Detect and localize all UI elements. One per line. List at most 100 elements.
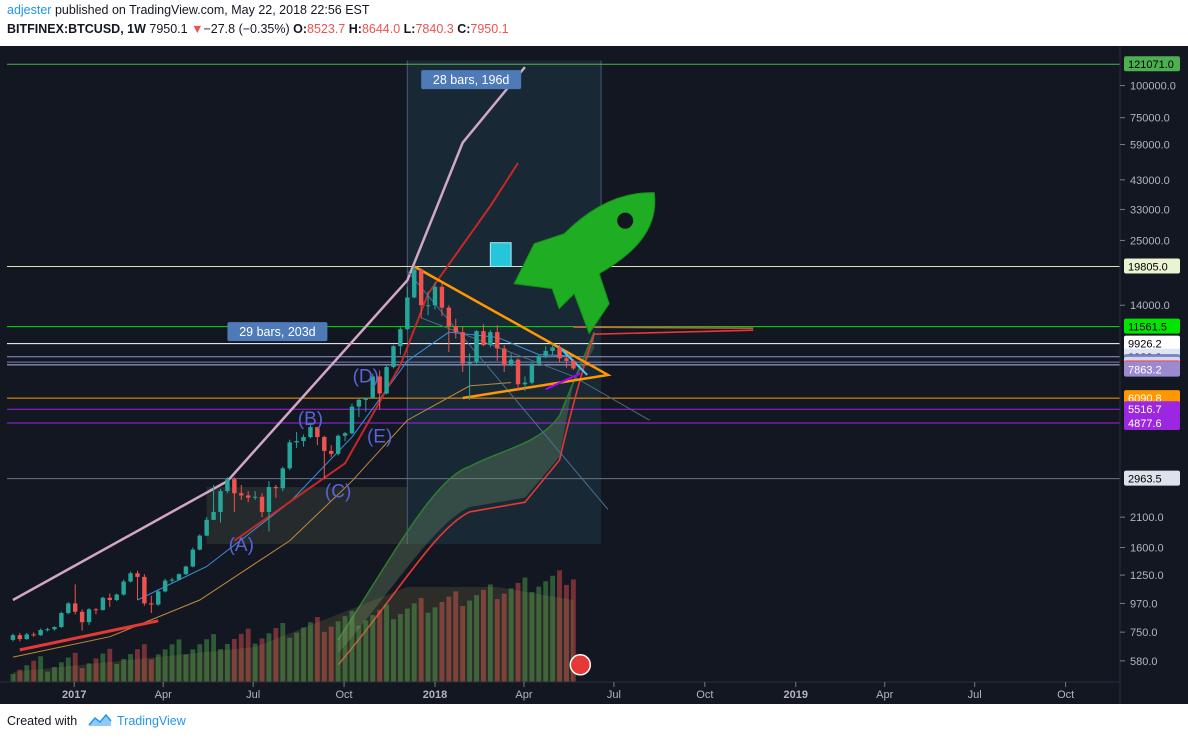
candle-body [114,594,119,601]
volume-bar [425,612,431,682]
volume-bar [79,668,85,682]
candle-body [564,358,569,361]
volume-bar [287,637,293,682]
y-tick-label: 100000.0 [1130,81,1176,93]
rocket-window-icon [617,212,634,229]
x-tick-label: Oct [336,689,353,701]
high-value: 8644.0 [361,22,401,36]
ichimoku-cloud [338,332,595,654]
wave-label: (C) [325,482,351,503]
high-label: H: [348,22,362,36]
volume-bar [543,581,549,682]
candle-body [432,286,438,306]
volume-bar [349,610,355,682]
candle-body [280,468,285,489]
candle-body [156,591,161,605]
volume-bar [550,575,556,682]
candle-body [183,566,189,575]
author-link[interactable]: adjester [7,3,52,17]
volume-bar [328,626,334,682]
candle-body [239,493,244,496]
us-flag-icon[interactable] [569,654,592,676]
volume-bar [45,671,50,682]
price-chart[interactable]: (A) (B) (C) (D) (E) 29 bars, 203d 28 bars, 196… [0,46,1188,704]
candle-body [52,627,57,630]
volume-bar [529,592,535,682]
candle-body [439,286,445,308]
candle-body [259,496,265,512]
published-text: published on TradingView.com, May 22, 20… [54,3,370,17]
volume-bar [439,602,445,682]
candle-body [142,576,147,604]
volume-bar [370,615,376,682]
volume-bar [460,605,466,682]
cloud-span-b [337,329,754,666]
candle-body [232,479,237,494]
volume-bar [515,582,521,682]
symbol-name[interactable]: BITFINEX:BTCUSD, 1W [7,22,146,36]
volume-bar [183,654,189,682]
volume-bar [197,644,203,682]
y-tick-label: 1600.0 [1130,543,1164,555]
volume-bar [211,634,217,682]
x-tick-label: Jul [246,689,260,701]
candle-body [543,350,548,356]
volume-bar [86,663,92,682]
candle-body [446,307,452,327]
volume-bar [487,584,493,682]
open-label: O: [293,22,308,36]
candle-body [536,355,542,364]
tradingview-brand[interactable]: TradingView [117,714,186,728]
volume-bar [474,595,479,682]
wave-label: (B) [298,409,323,430]
volume-bar [335,621,341,682]
price-label-bg [1124,258,1180,274]
triangle-pattern [413,265,612,400]
symbol-info-line: BITFINEX:BTCUSD, 1W 7950.1 ▼−27.8 (−0.35… [7,22,509,36]
measure-label: 28 bars, 196d [433,73,509,87]
price-label: 2963.5 [1128,474,1162,486]
x-tick-label: Apr [515,689,532,701]
candle-body [197,535,202,550]
candle-body [245,495,251,498]
candle-body [204,519,209,536]
x-tick-label: 2017 [62,689,86,701]
candle-body [335,435,341,454]
candle-body [266,487,272,512]
candle-body [508,359,514,365]
price-label-bg [1124,470,1180,486]
candle-body [474,331,479,363]
candle-body [59,613,64,628]
volume-bar [536,586,542,682]
candle-body [322,437,327,451]
rocket-icon [513,192,656,335]
volume-bar [259,638,265,682]
candle-body [149,603,154,605]
candle-body [384,367,389,394]
measure-label-bg [227,322,328,342]
volume-bar [225,644,230,682]
candle-body [495,332,500,349]
volume-bar [72,652,78,682]
close-value: 7950.1 [470,22,509,36]
volume-bar [65,657,71,682]
volume-bar [204,639,210,682]
candle-body [308,427,313,438]
y-tick-label: 580.0 [1130,656,1158,668]
volume-bar [135,649,140,682]
price-label: 121071.0 [1128,59,1174,71]
volume-bar [508,588,514,682]
candle-body [38,629,43,636]
price-label: 9926.2 [1128,339,1162,351]
x-tick-label: Oct [696,689,713,701]
volume-bar [321,631,327,682]
price-change: −27.8 (−0.35%) [203,22,290,36]
candle-body [287,442,292,469]
volume-bar [121,659,127,682]
candle-body [571,360,576,369]
candle-body [481,331,486,346]
x-tick-label: 2018 [423,689,447,701]
x-tick-label: Oct [1057,689,1074,701]
y-tick-label: 33000.0 [1130,204,1170,216]
candle-body [128,573,133,582]
